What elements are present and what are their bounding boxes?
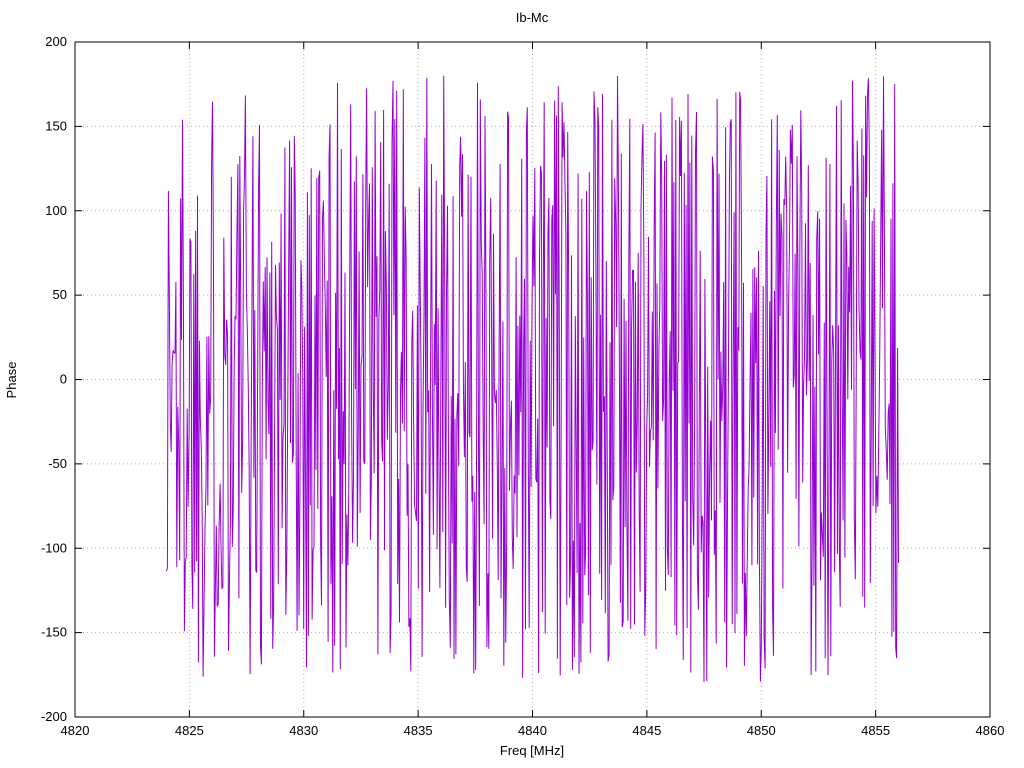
y-tick-label: 200 bbox=[45, 34, 67, 49]
y-tick-label: 150 bbox=[45, 118, 67, 133]
x-tick-label: 4860 bbox=[976, 723, 1005, 738]
x-tick-label: 4830 bbox=[289, 723, 318, 738]
x-tick-label: 4820 bbox=[61, 723, 90, 738]
y-axis-label: Phase bbox=[4, 362, 19, 399]
x-tick-label: 4825 bbox=[175, 723, 204, 738]
series-polyline bbox=[166, 75, 899, 682]
x-tick-label: 4840 bbox=[518, 723, 547, 738]
y-tick-label: 0 bbox=[60, 372, 67, 387]
plot-border bbox=[74, 41, 991, 718]
y-tick-label: -50 bbox=[48, 456, 67, 471]
tick-labels: 4820 4825 4830 4835 4840 4845 4850 4855 4860 -200… bbox=[41, 34, 1004, 738]
x-axis-label: Freq [MHz] bbox=[500, 743, 564, 758]
y-tick-label: 100 bbox=[45, 203, 67, 218]
y-tick-label: -200 bbox=[41, 709, 67, 724]
y-tick-label: -150 bbox=[41, 625, 67, 640]
x-tick-label: 4855 bbox=[861, 723, 890, 738]
chart-title: Ib-Mc bbox=[516, 10, 549, 25]
y-tick-label: -100 bbox=[41, 540, 67, 555]
x-tick-label: 4845 bbox=[632, 723, 661, 738]
y-tick-label: 50 bbox=[53, 287, 67, 302]
x-tick-label: 4850 bbox=[747, 723, 776, 738]
data-series-line bbox=[166, 75, 899, 682]
x-tick-label: 4835 bbox=[404, 723, 433, 738]
